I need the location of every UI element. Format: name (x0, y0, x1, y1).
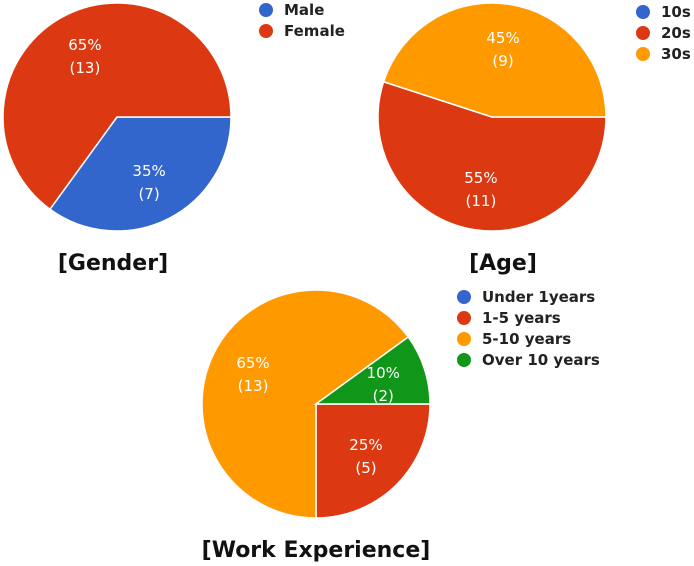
work-experience-1-5-years-percent-label: 25% (349, 436, 382, 454)
work-experience-5-10-years-legend-swatch (457, 332, 471, 346)
age-pie-slices (377, 2, 607, 232)
gender-pie-slices (2, 2, 232, 232)
gender-pie-chart: 35% (7) 65% (13) Male Female [Gender] (2, 1, 345, 276)
gender-male-legend-label: Male (284, 1, 324, 19)
work-experience-pie-chart: 25% (5) 65% (13) 10% (2) Under 1years 1-5 year… (201, 288, 600, 563)
gender-male-slice (48, 116, 232, 232)
age-20s-percent-label: 55% (464, 169, 497, 187)
work-experience-under-1years-legend-label: Under 1years (482, 288, 595, 306)
work-experience-over-10-years-legend-label: Over 10 years (482, 351, 600, 369)
age-legend: 10s 20s 30s (636, 3, 691, 63)
age-30s-percent-label: 45% (486, 29, 519, 47)
work-experience-over-10-years-percent-label: 10% (367, 364, 400, 382)
work-experience-over-10-years-slice (313, 335, 431, 405)
work-experience-legend: Under 1years 1-5 years 5-10 years Over 10 y… (457, 288, 600, 369)
age-slice-labels: 55% (11) 45% (9) (464, 29, 519, 210)
age-20s-legend-label: 20s (661, 24, 691, 42)
work-experience-slice-labels: 25% (5) 65% (13) 10% (2) (236, 354, 400, 477)
age-20s-slice (377, 80, 607, 232)
age-20s-count-label: (11) (466, 192, 497, 210)
age-30s-legend-swatch (636, 47, 650, 61)
gender-female-percent-label: 65% (68, 36, 101, 54)
gender-male-count-label: (7) (138, 185, 159, 203)
work-experience-1-5-years-slice (315, 403, 431, 519)
work-experience-over-10-years-count-label: (2) (373, 387, 394, 405)
gender-female-count-label: (13) (70, 59, 101, 77)
work-experience-1-5-years-legend-swatch (457, 311, 471, 325)
age-10s-legend-swatch (636, 5, 650, 19)
gender-chart-title: [Gender] (58, 251, 168, 276)
gender-male-percent-label: 35% (132, 162, 165, 180)
gender-slice-labels: 35% (7) 65% (13) (68, 36, 166, 203)
work-experience-5-10-years-slice (201, 289, 410, 519)
work-experience-over-10-years-legend-swatch (457, 353, 471, 367)
age-30s-slice (382, 2, 607, 118)
work-experience-pie-slices (201, 289, 431, 519)
work-experience-chart-title: [Work Experience] (202, 538, 431, 563)
age-pie-chart: 55% (11) 45% (9) 10s 20s 30s [Age] (377, 2, 691, 276)
work-experience-5-10-years-legend-label: 5-10 years (482, 330, 571, 348)
work-experience-1-5-years-legend-label: 1-5 years (482, 309, 561, 327)
age-chart-title: [Age] (469, 251, 537, 276)
gender-legend: Male Female (259, 1, 345, 40)
work-experience-1-5-years-count-label: (5) (355, 459, 376, 477)
work-experience-5-10-years-count-label: (13) (238, 377, 269, 395)
gender-female-legend-swatch (259, 24, 273, 38)
age-20s-legend-swatch (636, 26, 650, 40)
age-30s-count-label: (9) (492, 52, 513, 70)
gender-female-slice (2, 2, 232, 211)
age-10s-legend-label: 10s (661, 3, 691, 21)
gender-female-legend-label: Female (284, 22, 345, 40)
age-30s-legend-label: 30s (661, 45, 691, 63)
gender-male-legend-swatch (259, 3, 273, 17)
work-experience-under-1years-legend-swatch (457, 290, 471, 304)
work-experience-5-10-years-percent-label: 65% (236, 354, 269, 372)
